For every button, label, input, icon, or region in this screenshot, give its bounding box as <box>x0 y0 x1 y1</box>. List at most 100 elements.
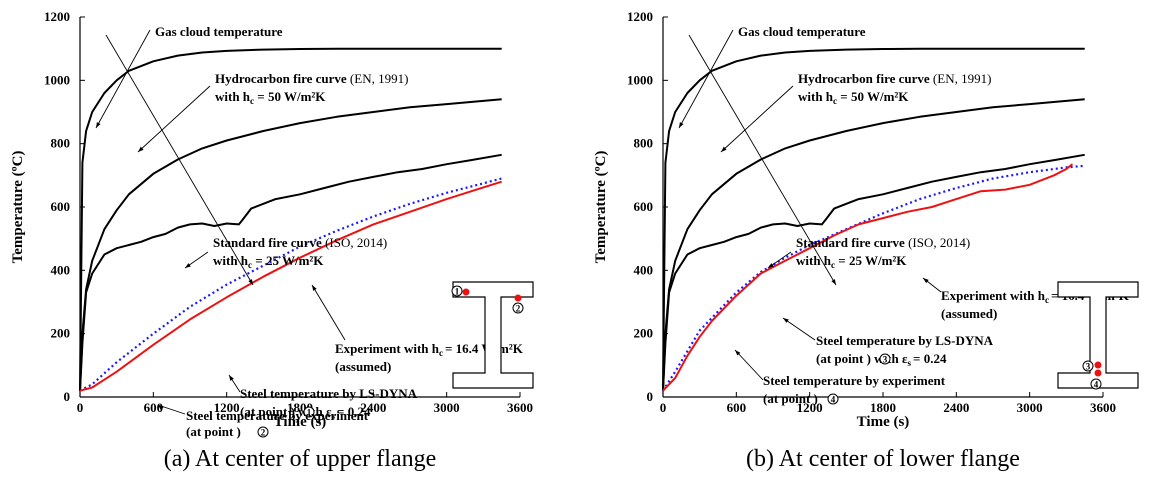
label-standard-with: with h <box>796 253 832 268</box>
label-standard-sub: c <box>831 260 835 270</box>
x-tick-label: 3000 <box>1017 400 1043 415</box>
label-lsdyna-1: Steel temperature by LS-DYNA <box>240 386 418 401</box>
label-hydrocarbon-sub: c <box>833 96 837 106</box>
chart-b: 0 600 1200 1800 2400 3000 3600 0 200 400 600 800 100… <box>593 9 1139 430</box>
arrow-experiment-head <box>312 285 317 291</box>
series-line-gas <box>662 47 1085 391</box>
label-hydrocarbon-with: with h <box>215 89 251 104</box>
label-experiment-a: Experiment with h <box>941 288 1046 303</box>
inset-b-point-3-circle <box>1082 360 1094 372</box>
y-tick-label: 1000 <box>627 72 653 87</box>
x-tick-label: 0 <box>660 400 667 415</box>
y-tick-label: 400 <box>51 262 71 277</box>
arrow-experiment <box>311 284 346 341</box>
y-axis-label: Temperature (ºC) <box>10 151 26 264</box>
label-lsdyna-point-number: 1 <box>307 408 312 418</box>
inset-b-point-3-number: 3 <box>1086 362 1091 372</box>
arrow-standard-head <box>185 263 191 268</box>
inset-a-red-point-1 <box>462 288 470 296</box>
series-line-standard <box>79 153 502 391</box>
label-hydrocarbon-val: = 50 W/m²K <box>837 89 909 104</box>
x-tick-label: 0 <box>77 400 84 415</box>
arrow-lsdyna-head <box>783 318 789 323</box>
chart-a: 0 600 1200 1800 2400 3000 36000200400600800100… <box>10 9 534 439</box>
arrow-steel-exp <box>734 349 764 381</box>
label-hydrocarbon-with: with h <box>798 89 834 104</box>
y-tick-label: 400 <box>634 262 654 277</box>
arrow-gas-cloud-long <box>688 34 837 286</box>
label-hydrocarbon-title: Hydrocarbon fire curve <box>798 71 930 86</box>
arrow-gas-cloud-long-head <box>248 279 253 285</box>
label-steel-exp-2-text: (at point ) <box>763 391 818 406</box>
arrow-steel-exp <box>157 404 186 415</box>
arrow-gas-cloud <box>95 29 151 129</box>
series-line-hydrocarbon <box>662 98 1085 391</box>
label-lsdyna-sub: s <box>908 358 912 368</box>
y-tick-label: 0 <box>647 389 654 404</box>
label-hydrocarbon-title: Hydrocarbon fire curve <box>215 71 347 86</box>
label-hydrocarbon: Hydrocarbon fire curve (EN, 1991) <box>798 71 991 86</box>
label-steel-exp-point-number: 2 <box>261 428 266 438</box>
arrow-standard-head <box>768 263 774 268</box>
label-standard: Standard fire curve (ISO, 2014) <box>213 235 387 250</box>
label-standard-title: Standard fire curve <box>213 235 322 250</box>
arrow-experiment-head <box>923 278 929 284</box>
series-line-experiment <box>79 180 502 392</box>
arrow-gas-cloud <box>678 29 734 129</box>
x-tick-label: 3600 <box>1090 400 1116 415</box>
y-tick-label: 1200 <box>627 9 653 24</box>
label-hydrocarbon-hc: with hc = 50 W/m²K <box>798 89 909 106</box>
label-standard-ref: (ISO, 2014) <box>322 235 387 250</box>
label-lsdyna-point-number: 3 <box>883 355 888 365</box>
series-line-standard <box>662 153 1085 391</box>
label-standard-title: Standard fire curve <box>796 235 905 250</box>
label-experiment-sub: c <box>439 348 443 358</box>
inset-ibeam-a <box>452 281 534 389</box>
arrow-gas-cloud-long-head <box>831 279 836 285</box>
inset-b-point-4-number: 4 <box>1094 380 1099 390</box>
x-axis-label: Time (s) <box>274 414 327 430</box>
series-line-hydrocarbon <box>79 98 502 391</box>
x-tick-label: 2400 <box>360 400 386 415</box>
arrow-steel-exp-head <box>158 405 164 411</box>
caption-a: (a) At center of upper flange <box>163 446 437 472</box>
label-lsdyna-2c: = 0.24 <box>913 351 947 366</box>
label-standard-with: with h <box>213 253 249 268</box>
arrow-lsdyna-head <box>229 375 234 381</box>
series-line-experiment <box>662 163 1074 392</box>
x-tick-label: 1200 <box>797 400 823 415</box>
label-steel-exp-1: Steel temperature by experiment <box>763 373 946 388</box>
inset-a-red-point-2 <box>514 294 522 302</box>
label-gas-cloud: Gas cloud temperature <box>738 24 866 39</box>
label-steel-exp-point-number: 4 <box>831 395 836 405</box>
label-lsdyna-1: Steel temperature by LS-DYNA <box>816 333 994 348</box>
arrow-gas-cloud-long <box>105 34 254 286</box>
label-lsdyna-point-circle <box>879 353 891 365</box>
label-hydrocarbon-sub: c <box>250 96 254 106</box>
y-tick-label: 200 <box>634 326 654 341</box>
x-tick-label: 3600 <box>507 400 533 415</box>
label-gas-cloud: Gas cloud temperature <box>155 24 283 39</box>
x-tick-label: 2400 <box>943 400 969 415</box>
label-standard-val: = 25 W/m²K <box>835 253 907 268</box>
label-lsdyna-2c: = 0.24 <box>337 404 371 419</box>
y-tick-label: 1000 <box>44 72 70 87</box>
label-lsdyna-2a: (at point <box>816 351 867 366</box>
y-tick-label: 200 <box>51 326 71 341</box>
inset-a-point-2-circle <box>512 302 524 314</box>
arrow-gas-cloud-head <box>96 122 101 128</box>
label-standard-sub: c <box>248 260 252 270</box>
x-tick-label: 1800 <box>870 400 896 415</box>
x-tick-label: 3000 <box>434 400 460 415</box>
inset-a-point-2-number: 2 <box>516 304 521 314</box>
label-hydrocarbon-val: = 50 W/m²K <box>254 89 326 104</box>
y-tick-label: 0 <box>64 389 71 404</box>
x-tick-label: 600 <box>727 400 747 415</box>
inset-a-point-1-circle <box>451 285 463 297</box>
label-standard-hc: with hc = 25 W/m²K <box>213 253 324 270</box>
label-standard-val: = 25 W/m²K <box>252 253 324 268</box>
label-lsdyna-point-circle <box>303 406 315 418</box>
y-tick-label: 800 <box>51 136 71 151</box>
arrow-lsdyna <box>782 317 816 341</box>
label-experiment-assumed: (assumed) <box>941 306 997 321</box>
